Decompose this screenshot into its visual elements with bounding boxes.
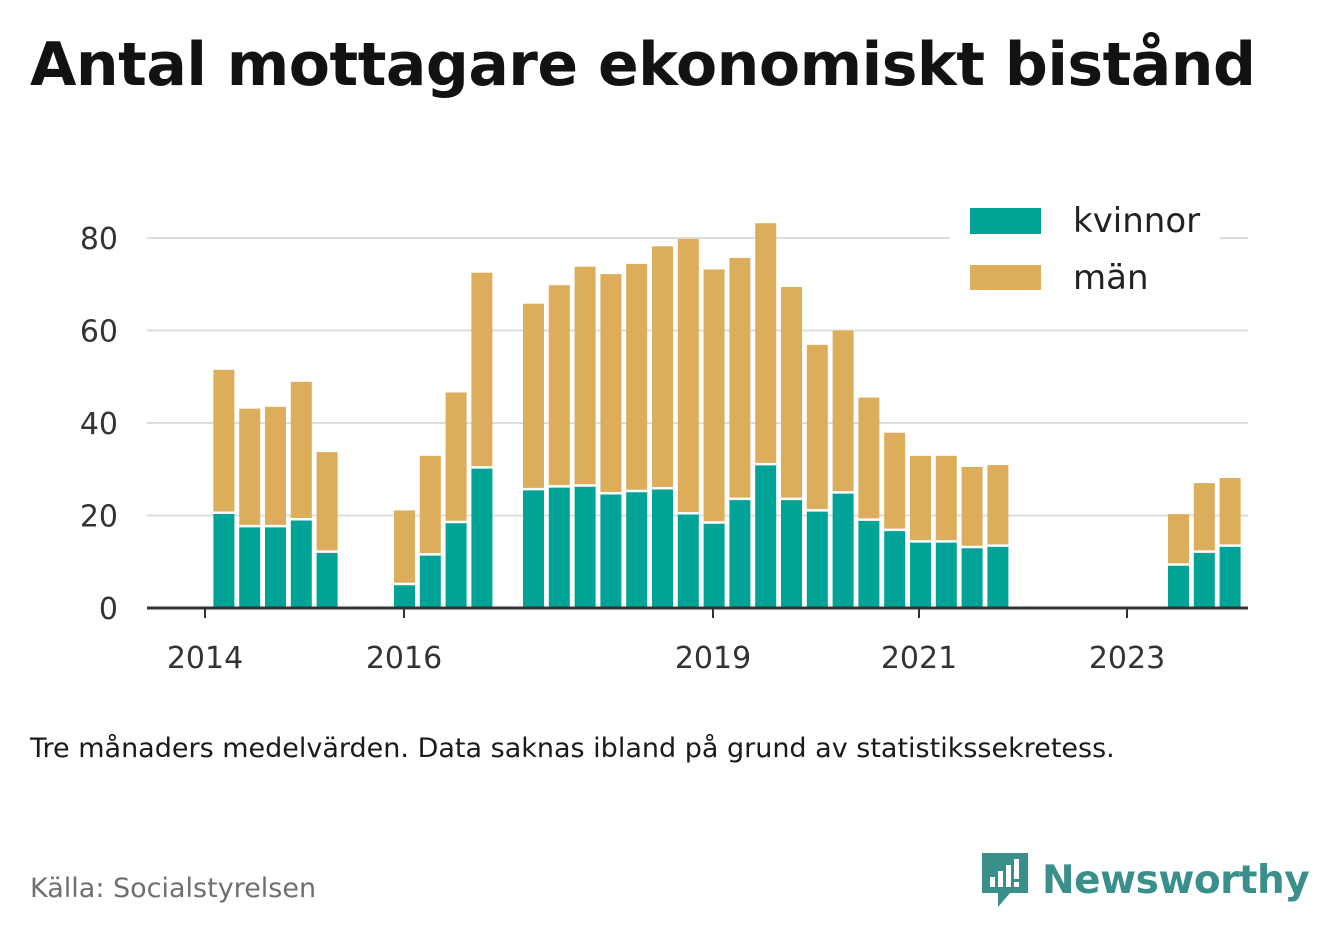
bar-kvinnor bbox=[471, 467, 493, 608]
bar-man bbox=[652, 246, 673, 489]
x-tick-label: 2014 bbox=[167, 641, 243, 676]
bar-kvinnor bbox=[290, 519, 312, 608]
y-tick-label: 60 bbox=[80, 315, 118, 350]
bar-man bbox=[1168, 514, 1189, 565]
bar-kvinnor bbox=[213, 512, 235, 608]
bar-man bbox=[858, 397, 880, 520]
bar-man bbox=[1193, 483, 1215, 552]
bar-man bbox=[832, 330, 854, 493]
bar-man bbox=[755, 223, 777, 465]
bar-man bbox=[987, 465, 1009, 546]
bar-kvinnor bbox=[910, 541, 931, 608]
bars bbox=[213, 223, 1241, 608]
bar-man bbox=[523, 303, 544, 490]
bar-kvinnor bbox=[1193, 551, 1215, 608]
bar-man bbox=[703, 269, 725, 523]
y-tick-label: 80 bbox=[80, 222, 118, 257]
axes: 0 20 40 60 80 2014 2016 2019 2021 2023 bbox=[80, 222, 1248, 676]
bar-man bbox=[910, 455, 931, 542]
bar-kvinnor bbox=[781, 498, 802, 608]
stacked-bar-chart: 0 20 40 60 80 2014 2016 2019 2021 2023 kvinnor mä… bbox=[80, 201, 1248, 676]
bar-kvinnor bbox=[523, 489, 544, 608]
bar-man bbox=[265, 406, 286, 527]
bar-kvinnor bbox=[316, 551, 338, 608]
x-tick-label: 2021 bbox=[881, 641, 957, 676]
bar-kvinnor bbox=[884, 529, 906, 608]
bar-kvinnor bbox=[858, 519, 880, 608]
bar-kvinnor bbox=[1219, 545, 1241, 608]
bar-kvinnor bbox=[600, 493, 622, 608]
bar-man bbox=[213, 369, 235, 513]
bar-man bbox=[600, 274, 622, 494]
y-tick-label: 0 bbox=[99, 592, 118, 627]
bar-kvinnor bbox=[265, 526, 286, 608]
x-tick-label: 2016 bbox=[366, 641, 442, 676]
bar-man bbox=[316, 452, 338, 552]
bar-kvinnor bbox=[961, 546, 983, 608]
bar-kvinnor bbox=[626, 490, 648, 608]
bar-man bbox=[806, 344, 828, 511]
legend-label-man: män bbox=[1073, 258, 1149, 298]
bar-man bbox=[419, 455, 441, 555]
bar-kvinnor bbox=[548, 486, 570, 608]
legend-swatch-man bbox=[970, 265, 1041, 290]
bar-kvinnor bbox=[652, 488, 673, 608]
bar-kvinnor bbox=[394, 583, 415, 608]
x-tick-label: 2019 bbox=[675, 641, 751, 676]
legend-label-kvinnor: kvinnor bbox=[1073, 201, 1200, 241]
bar-kvinnor bbox=[239, 526, 261, 608]
bar-man bbox=[729, 257, 751, 499]
bar-man bbox=[884, 432, 906, 530]
bar-kvinnor bbox=[703, 522, 725, 608]
y-tick-label: 40 bbox=[80, 407, 118, 442]
bar-man bbox=[961, 466, 983, 547]
bar-man bbox=[677, 238, 699, 514]
newsworthy-logo: Newsworthy bbox=[980, 850, 1310, 910]
legend: kvinnor män bbox=[950, 201, 1220, 303]
bar-kvinnor bbox=[935, 541, 957, 608]
bar-kvinnor bbox=[419, 554, 441, 608]
bar-kvinnor bbox=[1168, 564, 1189, 608]
chart-note: Tre månaders medelvärden. Data saknas ib… bbox=[30, 733, 1115, 764]
bar-man bbox=[626, 263, 648, 491]
bar-man bbox=[471, 272, 493, 468]
chart-title: Antal mottagare ekonomiskt bistånd bbox=[30, 30, 1256, 100]
bar-man bbox=[574, 266, 596, 486]
bar-man bbox=[548, 285, 570, 487]
bar-kvinnor bbox=[832, 492, 854, 608]
bar-man bbox=[781, 287, 802, 499]
legend-swatch-kvinnor bbox=[970, 208, 1041, 234]
bar-man bbox=[394, 510, 415, 584]
bar-man bbox=[935, 455, 957, 542]
bar-man bbox=[239, 408, 261, 527]
bar-kvinnor bbox=[806, 510, 828, 608]
bar-man bbox=[1219, 478, 1241, 546]
x-tick-label: 2023 bbox=[1089, 641, 1165, 676]
bar-kvinnor bbox=[445, 521, 467, 608]
logo-text: Newsworthy bbox=[1042, 857, 1310, 903]
y-tick-label: 20 bbox=[80, 500, 118, 535]
source-credit: Källa: Socialstyrelsen bbox=[30, 873, 317, 904]
bar-kvinnor bbox=[729, 498, 751, 608]
newsworthy-logo-icon bbox=[982, 853, 1028, 907]
bar-kvinnor bbox=[755, 464, 777, 608]
bar-man bbox=[445, 392, 467, 522]
bar-kvinnor bbox=[987, 545, 1009, 608]
bar-man bbox=[290, 381, 312, 520]
bar-kvinnor bbox=[574, 485, 596, 608]
bar-kvinnor bbox=[677, 513, 699, 608]
